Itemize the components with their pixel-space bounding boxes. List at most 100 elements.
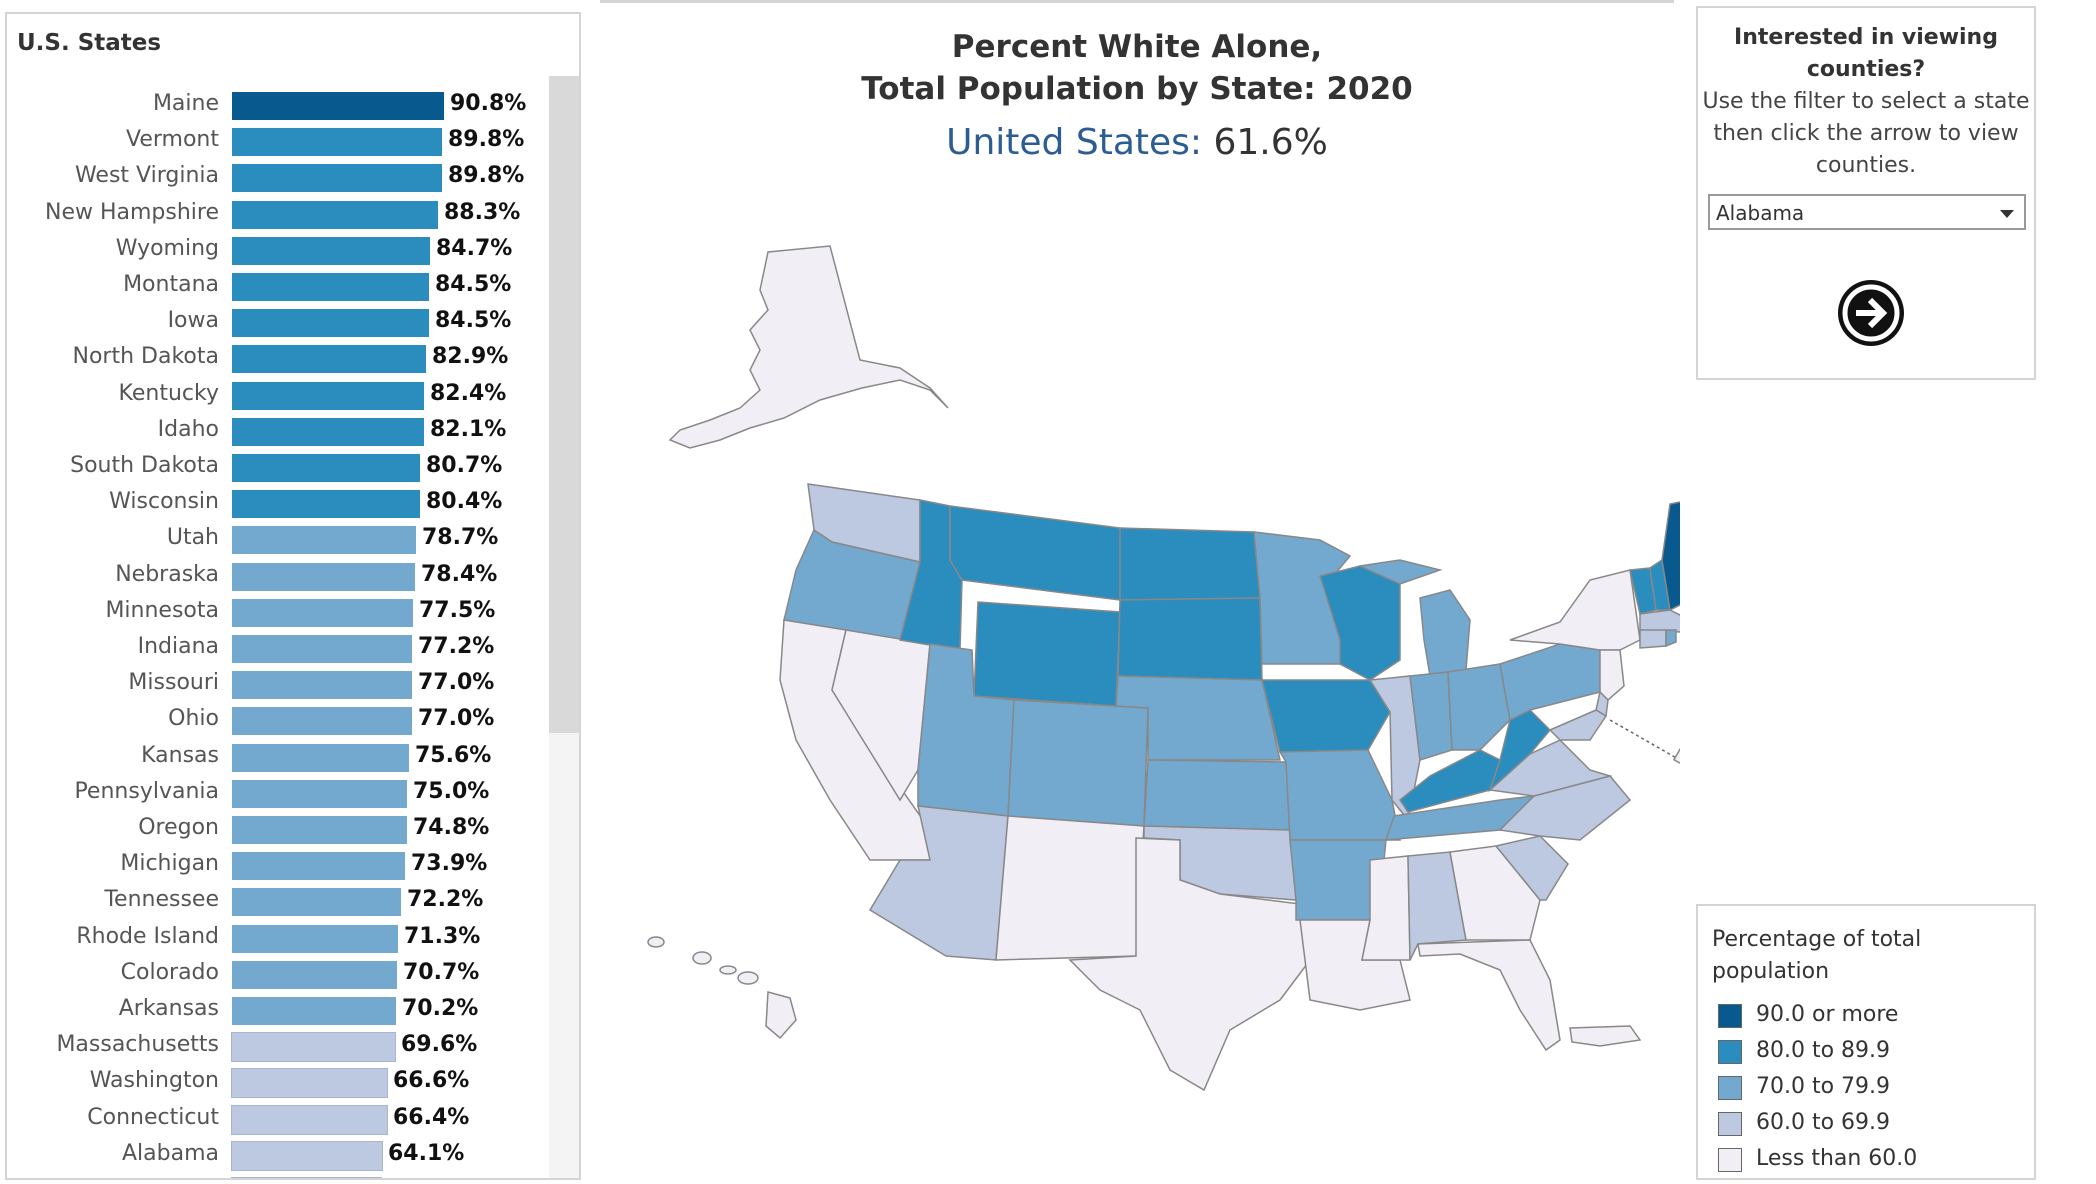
bar-row[interactable]: Utah 78.7% [7,522,547,558]
state-colorado[interactable] [1007,699,1149,827]
bar-row[interactable]: Tennessee 72.2% [7,884,547,920]
state-connecticut[interactable] [1639,629,1667,649]
state-hawaii[interactable] [647,936,797,1040]
bar-row[interactable]: Colorado 70.7% [7,957,547,993]
bar-list[interactable]: Maine 90.8% Vermont 89.8% West Virginia 89.8%… [7,14,579,1178]
bar-row[interactable]: Oregon 74.8% [7,812,547,848]
bar[interactable] [232,164,442,193]
bar[interactable] [232,236,430,265]
bar-row[interactable]: Massachusetts 69.6% [7,1029,547,1065]
bar-row[interactable]: Nebraska 78.4% [7,559,547,595]
bar[interactable] [232,345,426,374]
bar-row[interactable]: Alabama 64.1% [7,1138,547,1174]
state-ranking-panel[interactable]: U.S. States Maine 90.8% Vermont 89.8% West V… [5,12,581,1180]
bar-row[interactable]: Wyoming 84.7% [7,233,547,269]
state-south-dakota[interactable] [1117,597,1263,681]
state-wyoming[interactable] [973,601,1121,707]
bar-row[interactable]: South Dakota 80.7% [7,450,547,486]
bar[interactable] [231,1104,388,1135]
bar[interactable] [232,454,420,482]
bar-value-label: 77.0% [418,670,495,696]
bar[interactable] [232,852,405,881]
bar-row[interactable]: Rhode Island 71.3% [7,921,547,957]
bar[interactable] [232,381,424,410]
bar-row[interactable]: Vermont 89.8% [7,124,547,160]
bar-row[interactable]: Indiana 77.2% [7,631,547,667]
state-pennsylvania[interactable] [1499,643,1601,722]
bar[interactable] [232,997,396,1025]
bar-row[interactable]: Kentucky 82.4% [7,378,547,414]
view-counties-button[interactable] [1838,280,1904,346]
bar[interactable] [231,1068,388,1099]
bar[interactable] [231,1177,382,1178]
bar[interactable] [231,1140,383,1171]
bar[interactable] [232,779,407,808]
bar-row[interactable]: Minnesota 77.5% [7,595,547,631]
us-label: United States: [946,122,1203,163]
bar[interactable] [232,888,401,917]
bar[interactable] [232,960,397,989]
state-alabama[interactable] [1407,851,1467,961]
state-montana[interactable] [949,505,1121,601]
state-new-york[interactable] [1509,569,1641,651]
state-missouri[interactable] [1278,749,1401,841]
bar-row[interactable]: Wisconsin 80.4% [7,486,547,522]
bar-row[interactable]: Kansas 75.6% [7,740,547,776]
state-maryland[interactable] [1548,709,1608,741]
bar[interactable] [232,635,412,663]
state-maine[interactable] [1661,500,1680,612]
territory-puerto-rico[interactable] [1569,1025,1642,1047]
bar-row[interactable]: North Dakota 82.9% [7,341,547,377]
bar-row[interactable]: Maine 90.8% [7,88,547,124]
bar-row[interactable]: Missouri 77.0% [7,667,547,703]
state-new-jersey[interactable] [1599,649,1625,702]
state-texas[interactable] [1068,837,1311,1092]
bar-row[interactable]: Arkansas 70.2% [7,993,547,1029]
bar[interactable] [232,526,416,555]
state-florida[interactable] [1417,939,1561,1052]
state-kansas[interactable] [1143,759,1291,831]
bar-category-label: Ohio [168,706,219,732]
bar-row[interactable]: Connecticut 66.4% [7,1102,547,1138]
state-rhode-island[interactable] [1665,629,1677,648]
bar[interactable] [232,92,444,120]
state-georgia[interactable] [1449,845,1541,941]
bar[interactable] [232,562,415,591]
state-south-carolina[interactable] [1494,835,1569,901]
chevron-down-icon[interactable] [2000,210,2014,218]
us-choropleth-map[interactable] [600,240,1680,1100]
bar[interactable] [232,200,438,229]
bar[interactable] [232,128,442,157]
bar[interactable] [231,1032,396,1063]
bar-row[interactable]: New Hampshire 88.3% [7,197,547,233]
bar-row[interactable]: Iowa 84.5% [7,305,547,341]
bar[interactable] [232,417,424,446]
bar-row[interactable]: Michigan 73.9% [7,848,547,884]
bar[interactable] [232,707,412,736]
dc-marker[interactable] [1672,748,1680,768]
bar[interactable] [232,273,429,301]
bar[interactable] [232,490,420,519]
bar[interactable] [232,309,429,338]
bar-row[interactable]: Washington 66.6% [7,1065,547,1101]
bar[interactable] [232,743,409,772]
bar-row[interactable]: Oklahoma 63.7% [7,1174,547,1178]
state-alaska[interactable] [668,245,949,449]
bar[interactable] [232,598,413,627]
bar-row[interactable]: West Virginia 89.8% [7,160,547,196]
state-massachusetts[interactable] [1639,609,1680,633]
state-new-mexico[interactable] [995,815,1145,961]
state-north-dakota[interactable] [1119,527,1261,601]
bar[interactable] [232,924,398,953]
bar-row[interactable]: Montana 84.5% [7,269,547,305]
bar[interactable] [232,816,407,844]
state-iowa[interactable] [1261,679,1391,753]
bar-row[interactable]: Idaho 82.1% [7,414,547,450]
bar-row[interactable]: Pennsylvania 75.0% [7,776,547,812]
bar-row[interactable]: Ohio 77.0% [7,703,547,739]
bar-category-label: Tennessee [104,887,219,913]
state-ohio[interactable] [1447,663,1511,751]
bar[interactable] [232,671,412,700]
scrollbar-thumb[interactable] [549,76,579,733]
state-select-dropdown[interactable]: Alabama [1708,194,2026,230]
